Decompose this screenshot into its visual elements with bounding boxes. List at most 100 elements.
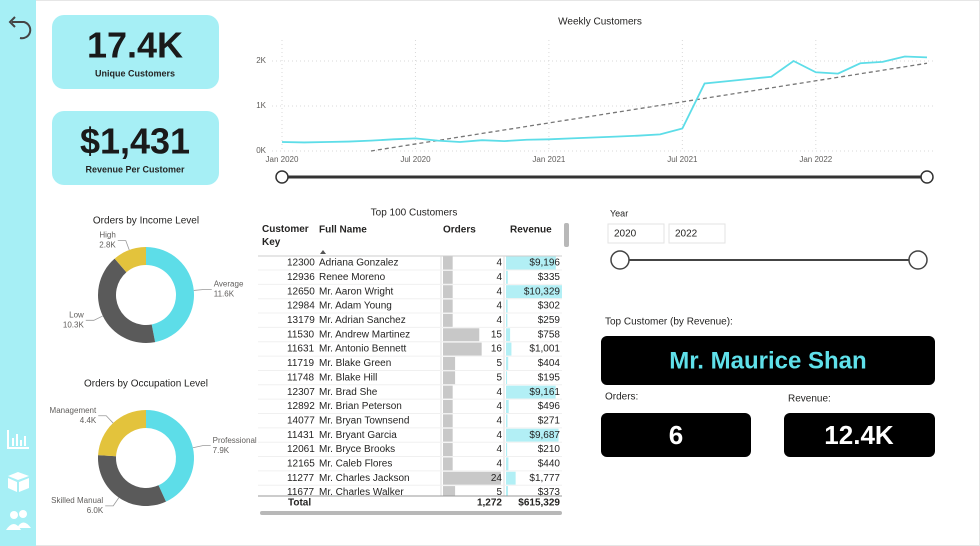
cell-orders: 16 bbox=[491, 344, 503, 355]
donut-value-label: 4.4K bbox=[80, 416, 97, 425]
nav-product-icon[interactable] bbox=[8, 472, 29, 492]
orders-data-bar bbox=[443, 285, 453, 299]
year-input[interactable] bbox=[668, 223, 726, 244]
revenue-data-bar bbox=[506, 443, 508, 457]
cell-name: Mr. Aaron Wright bbox=[319, 286, 394, 297]
top-customer-name: Mr. Maurice Shan bbox=[669, 347, 866, 374]
cell-orders: 4 bbox=[496, 444, 502, 455]
total-revenue: $615,329 bbox=[518, 498, 560, 509]
donut-slice bbox=[146, 410, 194, 502]
table-body: 12300 Adriana Gonzalez 4 $9,196 12936 Renee M… bbox=[258, 256, 562, 498]
cell-orders: 4 bbox=[496, 459, 502, 470]
cell-revenue: $373 bbox=[538, 487, 561, 498]
year-input[interactable] bbox=[607, 223, 665, 244]
year-slider-handle[interactable] bbox=[908, 250, 928, 270]
cell-key: 12165 bbox=[287, 459, 315, 470]
orders-data-bar bbox=[443, 443, 453, 457]
cell-name: Mr. Blake Green bbox=[319, 358, 391, 369]
horizontal-scrollbar[interactable] bbox=[260, 511, 562, 515]
leader-line bbox=[117, 240, 130, 251]
cell-name: Mr. Brad She bbox=[319, 387, 378, 398]
donut-label: Management bbox=[50, 406, 97, 415]
orders-data-bar bbox=[443, 270, 453, 284]
column-header[interactable]: Orders bbox=[443, 225, 476, 236]
orders-data-bar bbox=[443, 313, 453, 327]
orders-data-bar bbox=[443, 385, 453, 399]
cell-name: Mr. Caleb Flores bbox=[319, 459, 392, 470]
cell-revenue: $259 bbox=[538, 315, 561, 326]
cell-revenue: $9,196 bbox=[529, 258, 560, 269]
cell-key: 11277 bbox=[287, 473, 315, 484]
revenue-data-bar bbox=[506, 385, 556, 399]
cell-key: 11530 bbox=[287, 329, 315, 340]
cell-revenue: $1,001 bbox=[529, 344, 560, 355]
back-button[interactable] bbox=[8, 16, 32, 40]
revenue-data-bar bbox=[506, 299, 508, 313]
revenue-data-bar bbox=[506, 400, 509, 413]
nav-customer-icon[interactable] bbox=[6, 510, 31, 530]
column-header[interactable]: Full Name bbox=[319, 225, 367, 236]
orders-label: Orders: bbox=[605, 392, 638, 403]
orders-data-bar bbox=[443, 428, 453, 442]
cell-name: Mr. Antonio Bennett bbox=[319, 344, 407, 355]
cell-name: Mr. Charles Jackson bbox=[319, 473, 410, 484]
cell-orders: 4 bbox=[496, 430, 502, 441]
cell-key: 12061 bbox=[287, 444, 315, 455]
cell-key: 12307 bbox=[287, 387, 315, 398]
cell-orders: 4 bbox=[496, 301, 502, 312]
nav-report-icon[interactable] bbox=[7, 430, 29, 449]
total-orders: 1,272 bbox=[477, 498, 502, 509]
cell-revenue: $302 bbox=[538, 301, 561, 312]
header-cell: Customer Key bbox=[262, 224, 309, 248]
year-input-value: 2020 bbox=[614, 229, 637, 240]
cell-key: 12892 bbox=[287, 401, 315, 412]
donut-slice bbox=[146, 247, 194, 343]
orders-data-bar bbox=[443, 486, 456, 496]
cell-revenue: $335 bbox=[538, 272, 561, 283]
donut-title: Orders by Income Level bbox=[93, 216, 199, 227]
donut-value-label: 11.6K bbox=[214, 290, 235, 299]
orders-data-bar bbox=[443, 471, 501, 485]
date-slider-handle[interactable] bbox=[275, 170, 289, 184]
date-slider-handle[interactable] bbox=[920, 170, 934, 184]
revenue-data-bar bbox=[506, 313, 508, 327]
revenue-data-bar bbox=[506, 285, 562, 299]
cell-key: 11431 bbox=[287, 430, 315, 441]
cell-revenue: $9,161 bbox=[529, 387, 560, 398]
x-tick-label: Jan 2021 bbox=[532, 155, 565, 164]
cell-key: 11631 bbox=[287, 344, 315, 355]
donut-slice bbox=[98, 258, 156, 343]
cell-key: 13179 bbox=[287, 315, 315, 326]
cell-key: 11677 bbox=[287, 487, 315, 498]
column-header[interactable]: Revenue bbox=[510, 225, 552, 236]
donut-value-label: 10.3K bbox=[63, 320, 85, 329]
year-slider-handle[interactable] bbox=[610, 250, 630, 270]
leader-line bbox=[105, 497, 120, 507]
weekly-customers-line bbox=[281, 55, 928, 144]
cell-name: Mr. Bryan Townsend bbox=[319, 415, 409, 426]
donut-value-label: 6.0K bbox=[87, 506, 104, 515]
donut-label: High bbox=[99, 231, 115, 240]
orders-data-bar bbox=[443, 457, 453, 471]
sidebar bbox=[0, 0, 36, 546]
orders-data-bar bbox=[443, 256, 453, 270]
donut-label: Average bbox=[214, 280, 244, 289]
cell-revenue: $496 bbox=[538, 401, 561, 412]
vertical-scrollbar[interactable] bbox=[564, 223, 569, 247]
donut-value-label: 2.8K bbox=[99, 241, 116, 250]
cell-orders: 4 bbox=[496, 272, 502, 283]
top-customer-label: Top Customer (by Revenue): bbox=[605, 317, 733, 328]
column-header[interactable]: Customer Key bbox=[262, 224, 309, 248]
cell-revenue: $210 bbox=[538, 444, 561, 455]
cell-key: 14077 bbox=[287, 415, 315, 426]
cell-orders: 15 bbox=[491, 329, 503, 340]
cell-orders: 5 bbox=[496, 487, 502, 498]
donut-title: Orders by Occupation Level bbox=[84, 379, 208, 390]
revenue-data-bar bbox=[506, 270, 508, 284]
revenue-data-bar bbox=[506, 457, 509, 471]
revenue-data-bar bbox=[506, 414, 508, 428]
cell-name: Mr. Blake Hill bbox=[319, 372, 377, 383]
cell-name: Mr. Brian Peterson bbox=[319, 401, 402, 412]
y-tick-label: 1K bbox=[256, 101, 266, 110]
orders-data-bar bbox=[443, 342, 482, 356]
